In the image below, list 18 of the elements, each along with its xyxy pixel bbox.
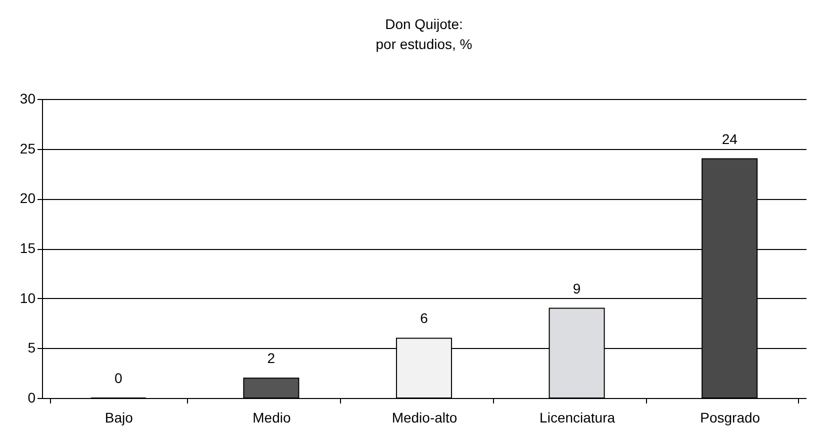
x-tick-label: Licenciatura [540, 410, 616, 426]
x-tick-label: Posgrado [700, 410, 760, 426]
y-tick-label: 15 [20, 240, 36, 256]
data-label: 0 [114, 370, 122, 386]
chart-title: Don Quijote: por estudios, % [376, 16, 472, 52]
y-tick-label: 30 [20, 90, 36, 106]
data-label: 2 [267, 350, 276, 366]
data-label: 6 [420, 310, 428, 326]
y-tick-label: 5 [28, 340, 36, 356]
y-tick-label: 25 [20, 140, 36, 156]
data-label: 24 [722, 130, 738, 147]
x-tick-label: Medio-alto [392, 410, 458, 426]
y-tick-label: 20 [20, 190, 36, 206]
y-tick-label: 10 [20, 290, 36, 306]
y-tick-label: 0 [28, 390, 36, 406]
x-tick-label: Medio [252, 410, 291, 426]
data-label: 9 [572, 280, 581, 296]
x-tick-label: Bajo [104, 410, 134, 426]
